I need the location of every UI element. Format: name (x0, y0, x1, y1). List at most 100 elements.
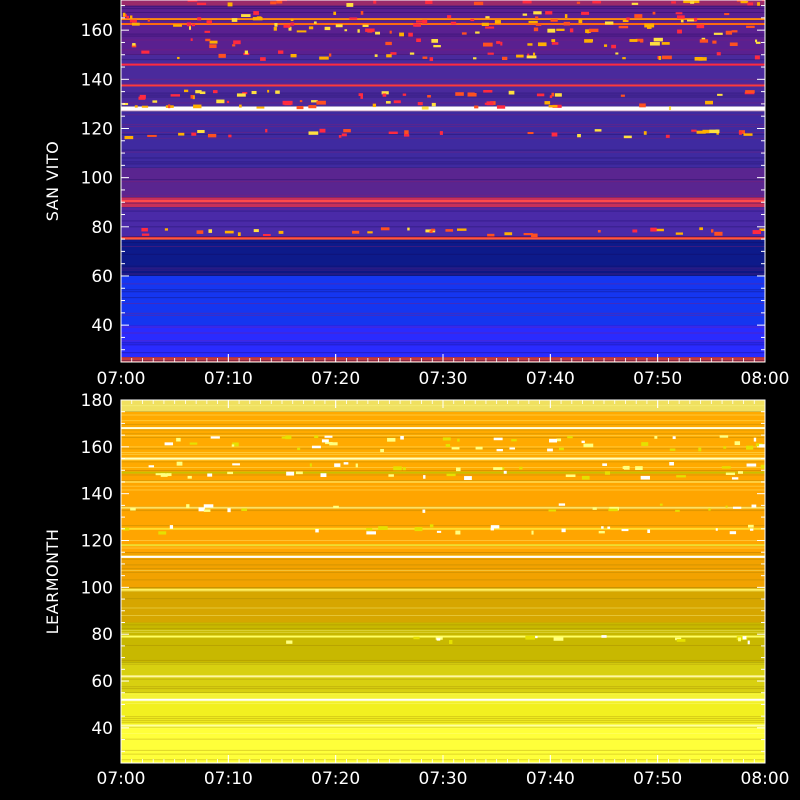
burst-pixel (487, 233, 495, 237)
frequency-band (121, 167, 765, 198)
burst-pixel (360, 95, 363, 99)
burst-pixel (311, 100, 318, 103)
burst-pixel (731, 477, 739, 480)
burst-pixel (531, 530, 534, 535)
channel-stripe (121, 663, 765, 665)
emission-line (121, 635, 765, 638)
burst-pixel (381, 91, 389, 95)
burst-pixel (725, 30, 733, 35)
burst-pixel (598, 530, 605, 534)
burst-pixel (126, 15, 130, 19)
burst-pixel (232, 44, 236, 47)
burst-pixel (186, 504, 190, 509)
burst-pixel (324, 26, 331, 31)
channel-stripe (121, 733, 765, 735)
channel-stripe (121, 208, 765, 210)
burst-pixel (644, 23, 655, 28)
burst-pixel (207, 133, 217, 138)
y-tick-label: 180 (81, 391, 113, 411)
burst-pixel (333, 11, 337, 15)
channel-stripe (121, 753, 765, 755)
burst-pixel (404, 130, 409, 135)
burst-pixel (209, 44, 217, 49)
channel-stripe (121, 102, 765, 104)
y-tick-label: 140 (81, 70, 113, 90)
burst-pixel (311, 445, 321, 449)
burst-pixel (461, 32, 467, 35)
emission-line (121, 84, 765, 87)
burst-pixel (237, 232, 241, 237)
burst-pixel (677, 29, 682, 34)
burst-pixel (283, 24, 291, 28)
burst-pixel (170, 94, 180, 97)
burst-pixel (565, 474, 576, 478)
burst-pixel (446, 473, 456, 477)
burst-pixel (502, 56, 508, 61)
burst-pixel (205, 38, 211, 42)
burst-pixel (751, 504, 757, 508)
burst-pixel (680, 19, 684, 23)
burst-pixel (414, 23, 422, 27)
burst-pixel (702, 129, 710, 134)
burst-pixel (746, 463, 757, 467)
burst-pixel (762, 0, 765, 2)
burst-pixel (584, 39, 593, 43)
burst-pixel (393, 466, 402, 471)
burst-pixel (592, 507, 597, 510)
y-tick-label: 140 (81, 485, 113, 505)
burst-pixel (623, 465, 630, 470)
burst-pixel (190, 94, 194, 99)
frequency-band (121, 552, 765, 588)
burst-pixel (191, 132, 197, 136)
burst-pixel (324, 435, 333, 438)
burst-pixel (493, 437, 503, 441)
burst-pixel (408, 32, 413, 37)
burst-pixel (131, 44, 137, 48)
burst-pixel (754, 55, 760, 60)
burst-pixel (668, 106, 672, 111)
burst-pixel (607, 526, 611, 529)
burst-pixel (511, 439, 517, 442)
channel-stripe (121, 245, 765, 247)
burst-pixel (431, 102, 436, 107)
burst-pixel (732, 506, 742, 509)
burst-pixel (241, 508, 248, 511)
burst-pixel (380, 448, 384, 453)
burst-pixel (366, 531, 376, 535)
frequency-band (121, 325, 765, 358)
channel-stripe (121, 558, 765, 560)
burst-pixel (195, 90, 202, 94)
burst-pixel (549, 95, 553, 98)
burst-pixel (385, 41, 392, 46)
burst-pixel (578, 19, 583, 24)
burst-pixel (429, 524, 434, 528)
burst-pixel (659, 503, 663, 506)
emission-line (121, 698, 765, 701)
burst-pixel (535, 16, 539, 19)
burst-pixel (147, 19, 150, 22)
burst-pixel (169, 525, 174, 529)
channel-stripe (121, 571, 765, 573)
burst-pixel (208, 229, 213, 233)
burst-pixel (719, 435, 729, 438)
channel-stripe (121, 718, 765, 720)
channel-stripe (121, 137, 765, 139)
burst-pixel (210, 436, 220, 439)
burst-pixel (431, 39, 439, 43)
channel-stripe (121, 114, 765, 116)
y-axis-title: SAN VITO (43, 141, 62, 221)
burst-pixel (532, 52, 536, 56)
burst-pixel (533, 27, 539, 32)
burst-pixel (321, 439, 329, 443)
burst-pixel (631, 2, 639, 5)
burst-pixel (389, 30, 392, 34)
burst-pixel (343, 462, 349, 465)
burst-pixel (192, 95, 195, 100)
burst-pixel (129, 19, 137, 23)
channel-stripe (121, 644, 765, 646)
burst-pixel (198, 507, 205, 512)
channel-stripe (121, 429, 765, 431)
burst-pixel (423, 475, 426, 479)
channel-stripe (121, 628, 765, 630)
frequency-band (121, 411, 765, 471)
